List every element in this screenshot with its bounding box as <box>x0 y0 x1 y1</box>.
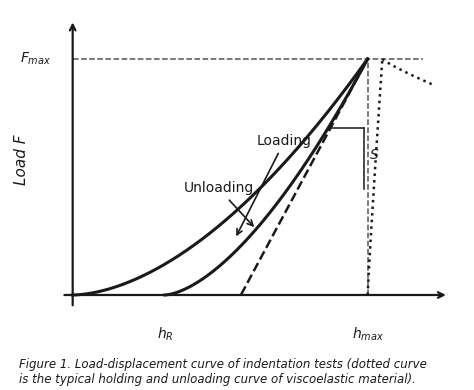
Text: $h_{max}$: $h_{max}$ <box>352 326 383 343</box>
Text: $F_{max}$: $F_{max}$ <box>20 51 52 67</box>
Text: Figure 1. Load-displacement curve of indentation tests (dotted curve
is the typi: Figure 1. Load-displacement curve of ind… <box>19 358 427 386</box>
Text: Loading: Loading <box>237 134 312 235</box>
Text: Load F: Load F <box>14 135 29 185</box>
Text: Unloading: Unloading <box>183 181 254 226</box>
Text: $h_R$: $h_R$ <box>156 326 173 343</box>
Text: S: S <box>369 149 378 162</box>
